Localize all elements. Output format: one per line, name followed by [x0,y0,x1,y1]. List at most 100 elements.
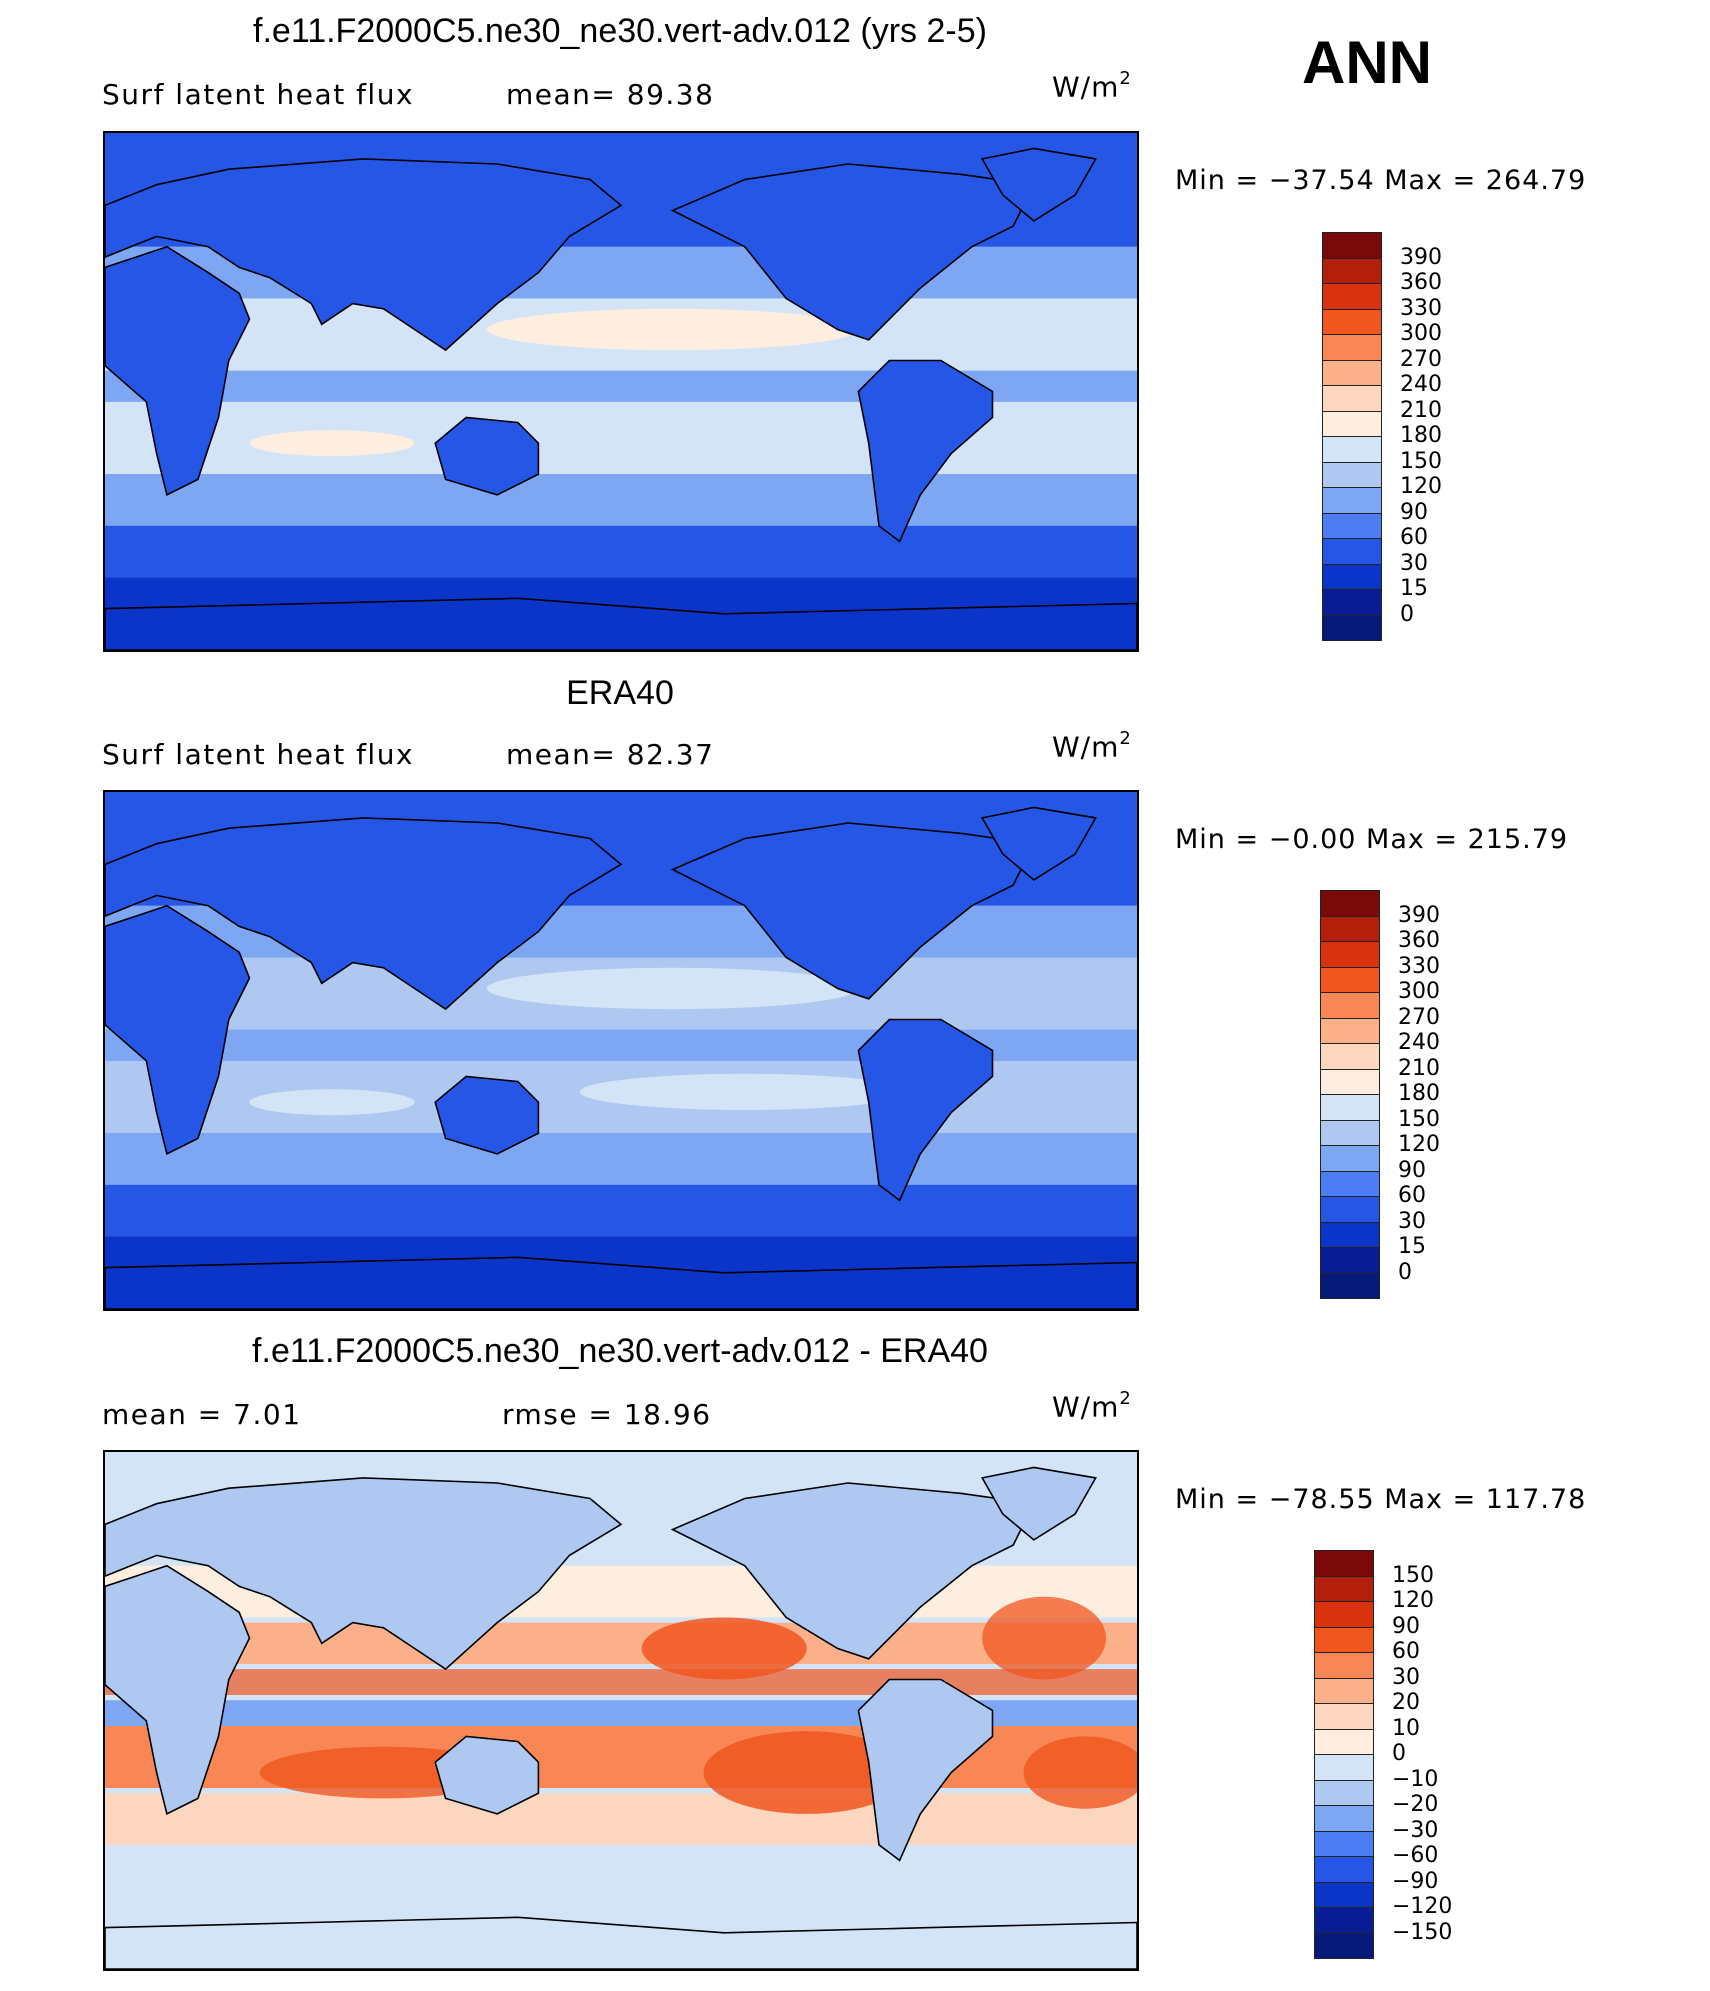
colorbar-label: 120 [1398,1132,1440,1157]
colorbar-label: 0 [1398,1259,1412,1285]
colorbar-label: 60 [1392,1639,1420,1664]
colorbar-label: 20 [1392,1690,1420,1715]
colorbar-label: 210 [1398,1055,1440,1081]
colorbar-label: 30 [1400,550,1428,576]
colorbar-swatch [1320,1196,1380,1223]
colorbar-label: 0 [1392,1741,1406,1766]
colorbar-swatch [1320,1017,1380,1044]
colorbar-label: 90 [1398,1157,1426,1183]
colorbar-swatch [1322,512,1382,539]
colorbar-label: 360 [1398,928,1440,953]
colorbar-label: 120 [1392,1588,1434,1613]
colorbar-swatch [1320,992,1380,1019]
colorbar-swatch [1322,614,1382,641]
colorbar-label: 15 [1398,1234,1426,1259]
panel-2-min-max: Min = −0.00 Max = 215.79 [1175,824,1569,855]
colorbar-label: 270 [1400,346,1442,372]
colorbar-swatch [1320,1272,1380,1299]
panel-3-min-max: Min = −78.55 Max = 117.78 [1175,1484,1587,1515]
colorbar-label: 180 [1400,423,1442,448]
panel-3-title: f.e11.F2000C5.ne30_ne30.vert-adv.012 - E… [252,1332,988,1370]
colorbar-swatch [1322,410,1382,437]
colorbar-label: −30 [1392,1817,1439,1843]
panel-1-units: W/m2 [1052,68,1132,104]
colorbar-label: 10 [1392,1715,1420,1741]
colorbar-swatch [1322,283,1382,310]
colorbar-label: 120 [1400,474,1442,499]
colorbar-swatch [1314,1626,1374,1653]
panel-3-map [103,1450,1139,1971]
colorbar-swatch [1322,436,1382,463]
colorbar-swatch [1314,1830,1374,1857]
panel-1-min-max: Min = −37.54 Max = 264.79 [1175,165,1587,196]
colorbar-label: 300 [1400,321,1442,346]
colorbar-label: 330 [1398,953,1440,979]
colorbar-label: 270 [1398,1004,1440,1030]
colorbar-swatch [1322,334,1382,361]
colorbar-swatch [1322,385,1382,412]
panel-3-mean-label: mean = 7.01 [102,1398,302,1431]
panel-2-mean-label: mean= 82.37 [506,738,715,771]
colorbar-label: 240 [1398,1030,1440,1055]
colorbar-swatch [1314,1779,1374,1806]
colorbar-label: 150 [1392,1562,1434,1588]
colorbar-swatch [1320,1119,1380,1146]
colorbar-swatch [1314,1728,1374,1755]
colorbar-swatch [1314,1652,1374,1679]
colorbar-swatch [1320,966,1380,993]
colorbar-label: −20 [1392,1792,1439,1817]
season-label: ANN [1302,29,1432,96]
colorbar-label: 240 [1400,372,1442,397]
panel-3-rmse-label: rmse = 18.96 [502,1398,712,1431]
colorbar-swatch [1314,1677,1374,1704]
panel-3-colorbar: 150 120 90 60 30 20 10 0 −10 −20 −30 −60 −90 −120 −150 [1314,1550,1454,1959]
colorbar-label: −150 [1392,1919,1453,1945]
colorbar-swatch [1322,461,1382,488]
colorbar-label: 180 [1398,1081,1440,1106]
colorbar-swatch [1314,1601,1374,1628]
panel-1-title: f.e11.F2000C5.ne30_ne30.vert-adv.012 (yr… [253,12,987,50]
colorbar-swatch [1314,1805,1374,1832]
colorbar-label: 150 [1400,448,1442,474]
colorbar-swatch [1322,589,1382,616]
panel-2-colorbar: 390 360 330 300 270 240 210 180 150 120 90 60 30 15 0 [1320,890,1460,1299]
colorbar-swatch [1314,1754,1374,1781]
colorbar-swatch [1314,1575,1374,1602]
colorbar-swatch [1322,232,1382,259]
colorbar-swatch [1320,1068,1380,1095]
colorbar-swatch [1320,1247,1380,1274]
colorbar-label: 90 [1392,1613,1420,1639]
colorbar-swatch [1322,538,1382,565]
panel-2-title: ERA40 [566,674,674,712]
colorbar-label: 390 [1400,244,1442,270]
colorbar-swatch [1314,1932,1374,1959]
colorbar-label: 60 [1398,1183,1426,1208]
colorbar-swatch [1322,487,1382,514]
colorbar-label: 210 [1400,397,1442,423]
colorbar-label: 150 [1398,1106,1440,1132]
colorbar-swatch [1322,308,1382,335]
colorbar-swatch [1320,941,1380,968]
colorbar-label: 390 [1398,902,1440,928]
colorbar-swatch [1320,1043,1380,1070]
panel-2-variable-label: Surf latent heat flux [102,738,415,771]
colorbar-label: −90 [1392,1868,1439,1894]
colorbar-swatch [1314,1907,1374,1934]
colorbar-swatch [1314,1856,1374,1883]
panel-1-map [103,131,1139,652]
colorbar-label: −10 [1392,1766,1439,1792]
colorbar-swatch [1320,1145,1380,1172]
colorbar-label: 360 [1400,270,1442,295]
colorbar-swatch [1322,563,1382,590]
colorbar-swatch [1320,1221,1380,1248]
colorbar-swatch [1314,1550,1374,1577]
colorbar-label: 330 [1400,295,1442,321]
colorbar-label: 30 [1398,1208,1426,1234]
colorbar-label: 60 [1400,525,1428,550]
colorbar-label: 0 [1400,601,1414,627]
colorbar-swatch [1314,1703,1374,1730]
panel-3-units: W/m2 [1052,1388,1132,1424]
panel-1-colorbar: 390 360 330 300 270 240 210 180 150 120 90 60 30 15 0 [1322,232,1462,641]
colorbar-swatch [1320,1094,1380,1121]
colorbar-swatch [1320,1170,1380,1197]
